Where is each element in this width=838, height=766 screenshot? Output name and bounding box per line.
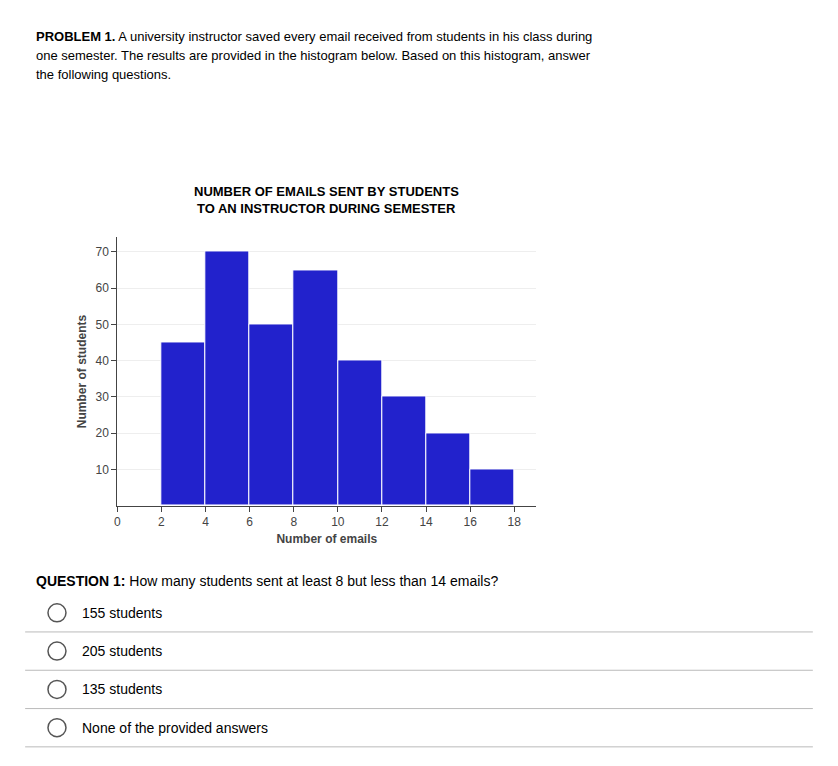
svg-text:20: 20	[96, 426, 110, 440]
svg-text:16: 16	[463, 515, 477, 529]
svg-text:QUESTION 1: How many students: QUESTION 1: How many students sent at le…	[36, 573, 498, 589]
svg-text:10: 10	[331, 515, 345, 529]
svg-text:135 students: 135 students	[82, 681, 162, 697]
svg-text:4: 4	[202, 515, 209, 529]
svg-text:TO AN INSTRUCTOR DURING SEMEST: TO AN INSTRUCTOR DURING SEMESTER	[197, 201, 456, 216]
svg-text:8: 8	[290, 515, 297, 529]
svg-text:14: 14	[419, 515, 433, 529]
svg-text:70: 70	[96, 245, 110, 259]
svg-text:18: 18	[508, 515, 522, 529]
svg-text:NUMBER OF EMAILS SENT BY STUDE: NUMBER OF EMAILS SENT BY STUDENTS	[194, 184, 459, 199]
svg-text:Number of emails: Number of emails	[276, 532, 377, 546]
svg-text:PROBLEM 1. A university instru: PROBLEM 1. A university instructor saved…	[36, 29, 592, 44]
svg-text:50: 50	[96, 318, 110, 332]
svg-text:2: 2	[158, 515, 165, 529]
svg-text:205 students: 205 students	[82, 643, 162, 659]
svg-text:one semester. The results are: one semester. The results are provided i…	[36, 48, 591, 63]
svg-text:0: 0	[114, 515, 121, 529]
svg-text:155 students: 155 students	[82, 605, 162, 621]
svg-text:40: 40	[96, 354, 110, 368]
svg-text:60: 60	[96, 281, 110, 295]
svg-text:Number of students: Number of students	[75, 315, 89, 429]
svg-text:6: 6	[246, 515, 253, 529]
svg-text:None of the provided answers: None of the provided answers	[82, 720, 268, 736]
svg-text:the following questions.: the following questions.	[36, 67, 171, 82]
svg-text:10: 10	[96, 463, 110, 477]
svg-text:12: 12	[375, 515, 389, 529]
svg-text:30: 30	[96, 390, 110, 404]
